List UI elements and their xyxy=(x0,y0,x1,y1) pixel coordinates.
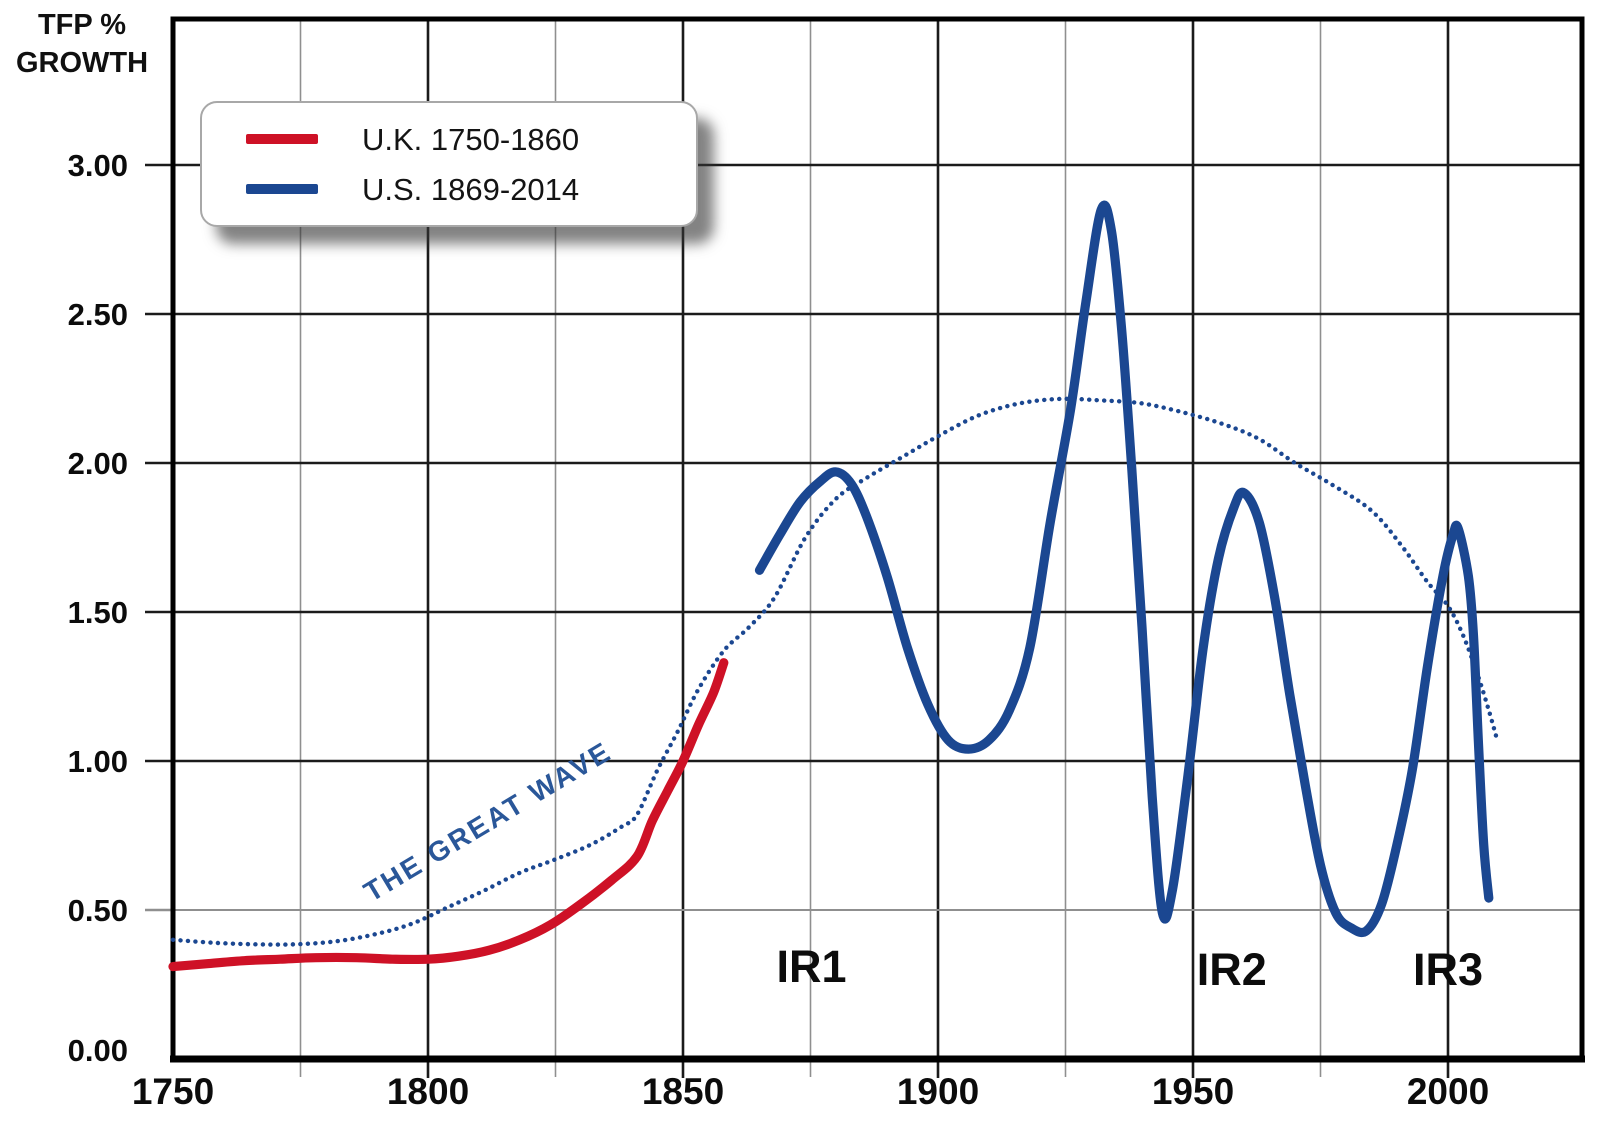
y-axis-tick-label: 1.50 xyxy=(68,595,128,630)
annotation-ir1: IR1 xyxy=(776,940,847,992)
legend-label-uk: U.K. 1750-1860 xyxy=(362,122,580,157)
annotation-ir3: IR3 xyxy=(1412,943,1484,995)
uk-series-line xyxy=(168,658,729,972)
y-axis-tick-label: 1.00 xyxy=(68,744,128,779)
legend-box: U.K. 1750-1860 U.S. 1869-2014 xyxy=(200,101,698,227)
y-axis-tick-label: 2.00 xyxy=(68,446,128,481)
x-axis-tick-label: 1850 xyxy=(642,1071,724,1112)
y-axis-tick-label: 3.00 xyxy=(68,148,128,183)
great-wave-dotted-curve xyxy=(170,396,1499,947)
legend-swatch-us xyxy=(246,184,318,194)
y-axis-tick-label: 0.00 xyxy=(68,1033,128,1068)
legend-label-us: U.S. 1869-2014 xyxy=(362,172,580,207)
annotation-ir2: IR2 xyxy=(1196,943,1267,995)
x-axis-tick-label: 1800 xyxy=(387,1071,469,1112)
us-series-line xyxy=(754,200,1494,938)
legend-swatch-uk xyxy=(246,134,318,144)
x-axis-tick-label: 2000 xyxy=(1407,1071,1489,1112)
y-axis-title: TFP % GROWTH xyxy=(15,9,149,80)
y-axis-tick-label: 2.50 xyxy=(68,297,128,332)
x-axis-tick-label: 1950 xyxy=(1152,1071,1234,1112)
x-axis-tick-label: 1750 xyxy=(132,1071,214,1112)
y-axis-tick-label: 0.50 xyxy=(68,893,128,928)
x-axis-tick-label: 1900 xyxy=(897,1071,979,1112)
